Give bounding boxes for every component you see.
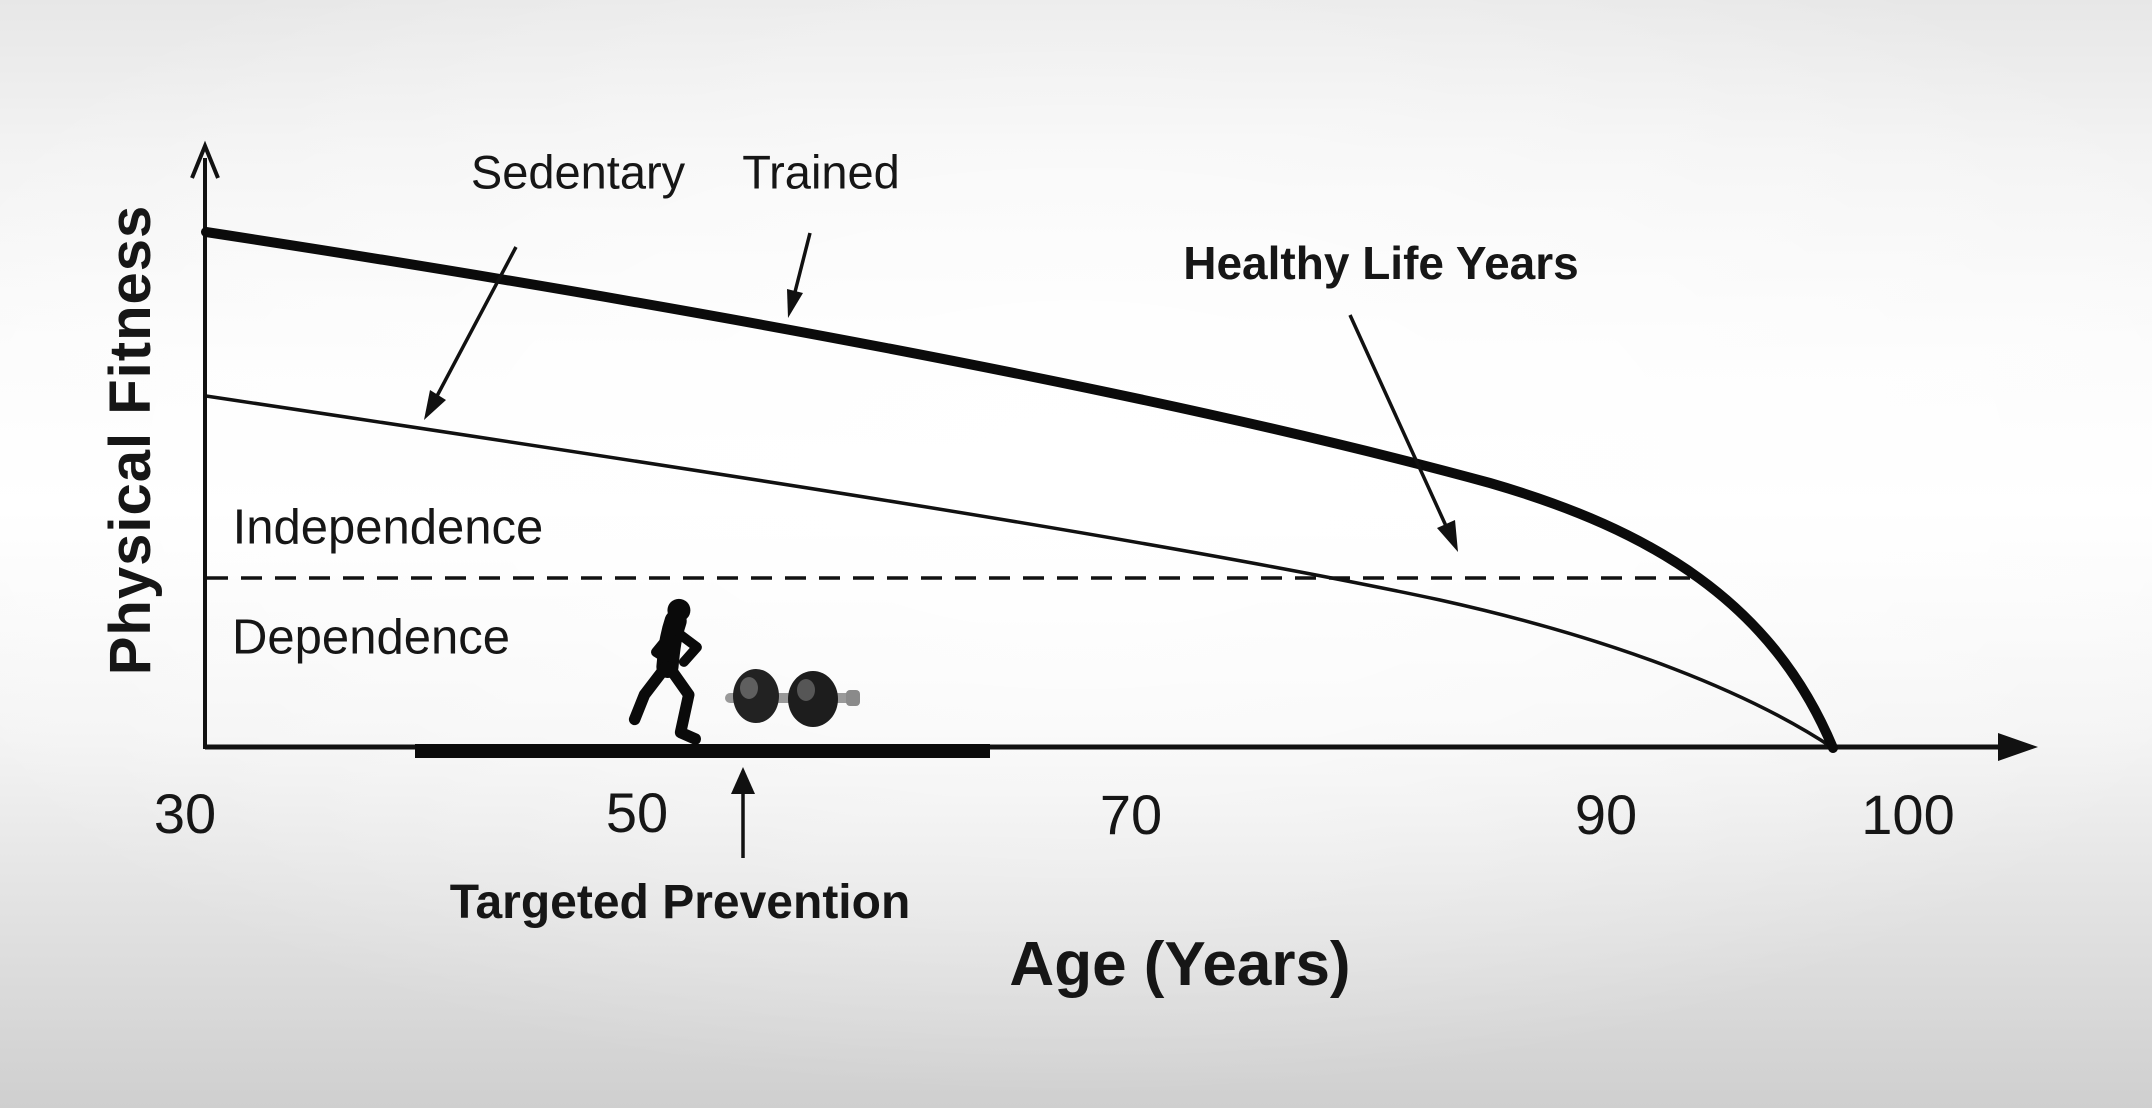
trained-curve	[201, 227, 1838, 753]
y-axis-label: Physical Fitness	[98, 204, 163, 676]
targeted-prevention-label: Targeted Prevention	[449, 876, 911, 929]
y-axis-arrowhead	[190, 140, 220, 179]
x-tick-70: 70	[1099, 783, 1163, 846]
x-tick-90: 90	[1574, 783, 1638, 846]
x-axis-arrowhead	[1998, 733, 2038, 761]
sedentary-leader-arrow	[424, 246, 518, 420]
x-tick-30: 30	[153, 782, 217, 845]
x-tick-50: 50	[605, 781, 669, 844]
targeted-prevention-bar	[415, 744, 990, 758]
x-axis-label: Age (Years)	[1009, 930, 1351, 999]
healthy-life-years-label: Healthy Life Years	[1183, 237, 1579, 289]
trained-label: Trained	[742, 145, 900, 199]
dependence-label: Dependence	[232, 610, 510, 665]
independence-label: Independence	[232, 500, 544, 555]
y-axis	[190, 140, 220, 749]
sedentary-curve	[205, 394, 1834, 750]
x-tick-100: 100	[1861, 783, 1955, 846]
targeted-prevention-arrow	[731, 767, 755, 858]
runner-icon	[628, 598, 702, 745]
trained-leader-arrow	[787, 232, 812, 318]
dumbbell-icon	[725, 669, 860, 727]
sedentary-label: Sedentary	[470, 145, 686, 199]
healthy-life-years-leader-arrow	[1348, 314, 1458, 552]
